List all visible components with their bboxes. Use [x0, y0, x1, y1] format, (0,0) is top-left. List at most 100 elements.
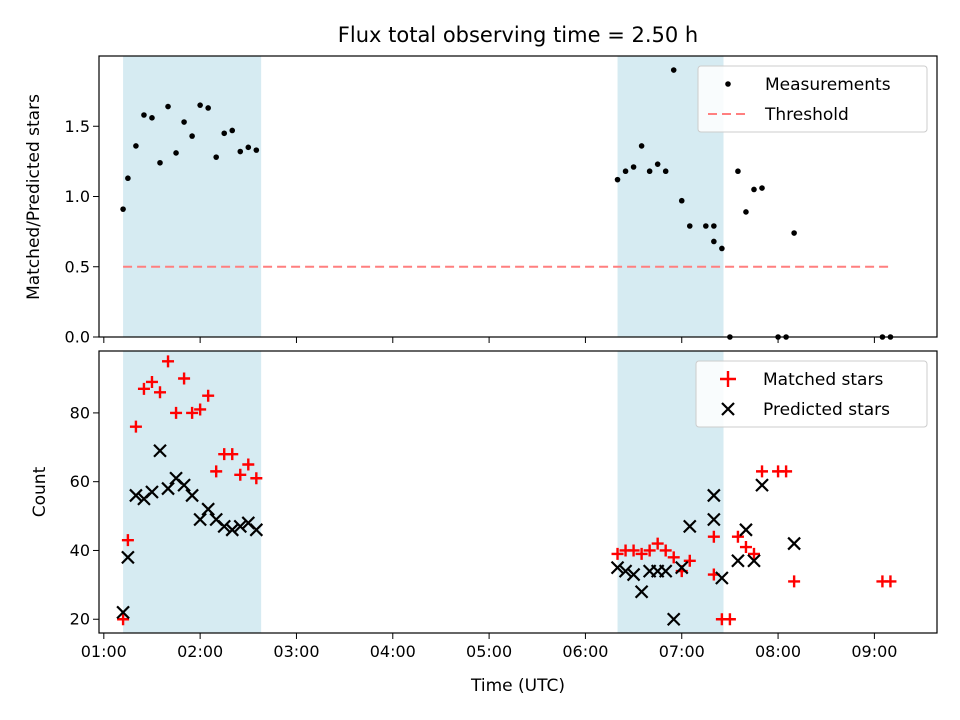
predicted-star-point [193, 512, 207, 527]
predicted-star-point [731, 554, 745, 568]
matched-star-point [884, 575, 897, 588]
predicted-star-point [747, 554, 761, 568]
observing-window-shading [123, 56, 724, 337]
measurement-point [173, 150, 179, 156]
predicted-star-point [739, 523, 753, 537]
y-axis-label: Count [30, 466, 50, 517]
shaded-window-0 [123, 56, 262, 337]
measurement-point [630, 164, 637, 170]
predicted-star-point [715, 571, 729, 585]
measurement-point [670, 67, 677, 73]
legend-label-matched: Matched stars [763, 370, 883, 390]
measurement-point [165, 103, 171, 110]
ratio-series [120, 67, 894, 340]
predicted-star-point [129, 488, 143, 503]
measurement-point [638, 143, 645, 149]
measurement-point [189, 133, 195, 139]
matched-star-point [611, 547, 624, 560]
measurement-point [743, 209, 749, 215]
measurement-point [205, 105, 211, 111]
matched-star-point [121, 534, 134, 547]
y-axis-ticks: 0.0 0.5 1.0 1.5 [65, 117, 99, 347]
measurement-point [157, 159, 163, 166]
measurement-point [213, 154, 219, 160]
matched-star-point [154, 386, 167, 399]
legend-label-measurements: Measurements [765, 75, 891, 95]
matched-star-point [651, 537, 664, 550]
measurement-point [221, 130, 228, 137]
predicted-star-point [626, 567, 641, 582]
y-tick-label-2: 1.0 [65, 187, 90, 206]
matched-star-point [226, 448, 239, 461]
measurement-point [133, 143, 139, 149]
matched-star-point [788, 575, 801, 588]
matched-star-point [739, 541, 752, 554]
matched-star-point [202, 389, 215, 402]
measurement-point [622, 168, 629, 175]
legend: Measurements Threshold [697, 65, 928, 133]
matched-star-point [659, 544, 672, 557]
predicted-star-point [610, 560, 625, 575]
y-tick-label-3: 80 [70, 403, 90, 422]
ratio-panel: 0.0 0.5 1.0 1.5 Matched/Predicted stars Mea… [24, 55, 938, 347]
predicted-star-point [674, 560, 689, 575]
predicted-star-point [217, 519, 231, 534]
plot-frame [98, 55, 938, 338]
y-tick-label-3: 1.5 [65, 117, 90, 136]
measurement-point [237, 148, 244, 155]
matched-star-point [707, 530, 720, 543]
matched-star-point [667, 551, 680, 564]
measurement-point [751, 186, 757, 193]
predicted-star-point [121, 550, 135, 565]
matched-star-point [170, 406, 183, 419]
matched-star-point [635, 547, 648, 560]
x-tick-label-3: 04:00 [370, 642, 416, 661]
matched-star-point [162, 355, 175, 368]
measurement-point [149, 115, 155, 121]
measurement-point [141, 112, 147, 118]
x-tick-label-8: 09:00 [851, 642, 897, 661]
measurement-point [703, 223, 709, 229]
measurement-point [678, 197, 685, 204]
measurement-point [181, 119, 187, 125]
chart-title: Flux total observing time = 2.50 h [338, 23, 698, 47]
measurement-point [711, 238, 717, 245]
legend-box [695, 360, 928, 428]
legend-label-threshold: Threshold [764, 105, 849, 125]
x-tick-label-7: 08:00 [755, 642, 801, 661]
measurement-point [759, 185, 765, 191]
matched-star-point [234, 468, 247, 481]
predicted-star-point [233, 519, 248, 534]
matched-star-point [780, 465, 793, 478]
matched-star-point [117, 613, 130, 626]
matched-star-point [683, 554, 696, 567]
measurement-point [735, 168, 741, 175]
x-tick-label-5: 06:00 [562, 642, 608, 661]
y-tick-label-0: 0.0 [65, 328, 90, 347]
matched-star-point [145, 375, 158, 388]
x-tick-label-6: 07:00 [659, 642, 705, 661]
predicted-star-point [618, 564, 633, 578]
x-axis-label: Time (UTC) [470, 676, 565, 696]
measurement-point [686, 223, 693, 229]
predicted-star-point [682, 519, 697, 534]
matched-star-point [178, 372, 191, 385]
predicted-star-point [249, 523, 264, 537]
shaded-window-0 [123, 351, 262, 633]
measurement-point [654, 161, 661, 167]
predicted-star-point [116, 605, 130, 620]
predicted-star-point [755, 478, 769, 492]
legend-marker-measurements [725, 81, 731, 87]
predicted-star-point [707, 488, 721, 503]
x-tick-label-2: 03:00 [273, 642, 319, 661]
x-axis-ticks: 01:00 02:00 03:00 04:00 05:00 06:00 07:00 08:00… [81, 633, 897, 661]
measurement-point [614, 176, 621, 183]
matched-star-point [242, 458, 255, 471]
matched-star-point [643, 544, 656, 557]
measurement-point [646, 168, 653, 175]
matched-star-point [210, 465, 223, 478]
predicted-star-point [185, 488, 199, 503]
matched-star-point [627, 544, 640, 557]
predicted-star-point [177, 478, 191, 492]
